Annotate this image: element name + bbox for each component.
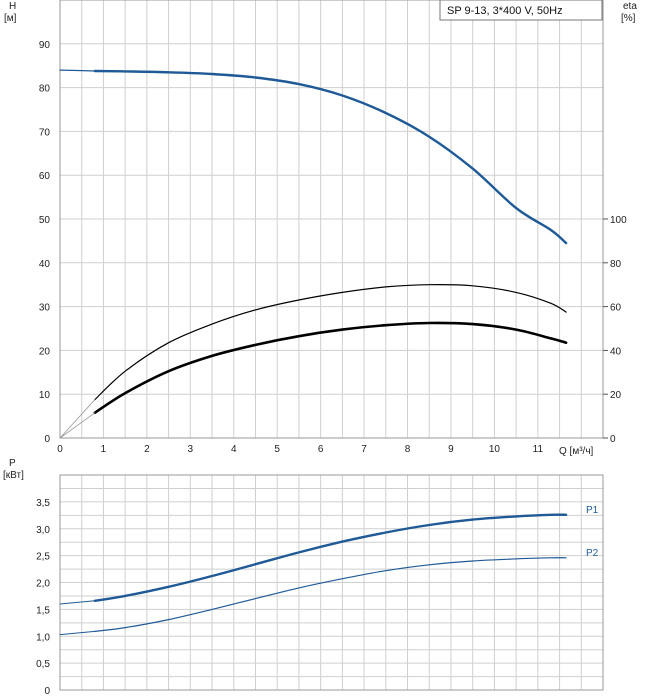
x-tick-label: 7: [361, 444, 367, 455]
y2-tick-label: 40: [610, 346, 622, 357]
head-eta-grid: [60, 0, 603, 438]
y-tick-label: 10: [39, 390, 51, 401]
y-tick-label: 70: [39, 127, 51, 138]
y2-axis-label-eta: eta: [623, 1, 637, 12]
power-curves: P1 P2: [59, 505, 599, 636]
power-curve-2: [94, 557, 567, 632]
y-tick-label: 30: [39, 303, 51, 314]
y-tick-label: 40: [39, 259, 51, 270]
x-tick-label: 2: [144, 444, 150, 455]
y-axis-label-h: H: [9, 1, 16, 12]
x-tick-label: 8: [405, 444, 411, 455]
x-tick-label: 9: [448, 444, 454, 455]
eta-curve-2: [94, 284, 567, 401]
x-tick-label: 6: [318, 444, 324, 455]
y-tick-label: 20: [39, 346, 51, 357]
x-tick-label: 10: [489, 444, 501, 455]
power-curve-3: [59, 630, 96, 636]
y-axis-unit-h: [м]: [4, 13, 17, 24]
y2-axis-unit-eta: [%]: [621, 13, 636, 24]
x-tick-label: 3: [188, 444, 194, 455]
y-tick-label: 1,0: [36, 632, 50, 643]
x-tick-label: 0: [57, 444, 63, 455]
y-tick-label: 0: [44, 686, 50, 697]
y-tick-label: 50: [39, 215, 51, 226]
series-label-p1: P1: [586, 505, 599, 516]
series-label-p2: P2: [586, 548, 599, 559]
x-tick-label: 5: [274, 444, 280, 455]
y2-tick-label: 80: [610, 259, 622, 270]
x-tick-label: 11: [533, 444, 544, 455]
y-tick-label: 90: [39, 40, 51, 51]
y-tick-label: 60: [39, 171, 51, 182]
eta-curve-5: [59, 412, 96, 439]
y-tick-label: 2,0: [36, 579, 50, 590]
y2-tick-label: 60: [610, 303, 622, 314]
x-axis-label-q: Q [м³/ч]: [559, 446, 594, 457]
y-axis-unit-p: [кВт]: [3, 470, 24, 481]
eta-curve-3: [93, 321, 568, 415]
head-eta-curves: [59, 69, 568, 439]
y2-tick-label: 0: [610, 434, 616, 445]
y-tick-label: 3,0: [36, 525, 50, 536]
head-curve-1: [59, 69, 96, 72]
y-tick-label: 80: [39, 84, 51, 95]
model-legend-text: SP 9-13, 3*400 V, 50Hz: [447, 5, 563, 17]
head-eta-ticks: 0 1 2 3 4 5 6 7 8 9 10 11 0 10 20 30 40 50 60 70 80 90 0 20 40 60…: [39, 40, 627, 455]
power-plot-frame: [59, 474, 604, 691]
y-tick-label: 0: [44, 434, 50, 445]
y-tick-label: 3,5: [36, 498, 50, 509]
y2-tick-label: 100: [610, 215, 627, 226]
y-tick-label: 0,5: [36, 659, 50, 670]
y-tick-label: 1,5: [36, 605, 50, 616]
y-tick-label: 2,5: [36, 552, 50, 563]
power-curve-0: [93, 513, 568, 602]
x-tick-label: 4: [231, 444, 237, 455]
power-grid: [60, 475, 603, 690]
eta-curve-4: [59, 399, 96, 439]
y2-tick-label: 20: [610, 390, 622, 401]
power-ticks: 0 0,5 1,0 1,5 2,0 2,5 3,0 3,5: [36, 498, 50, 697]
x-tick-label: 1: [101, 444, 107, 455]
model-legend-box: [439, 0, 603, 21]
head-curve-0: [93, 69, 568, 245]
y-axis-label-p: P: [9, 458, 16, 469]
power-curve-1: [59, 600, 96, 605]
